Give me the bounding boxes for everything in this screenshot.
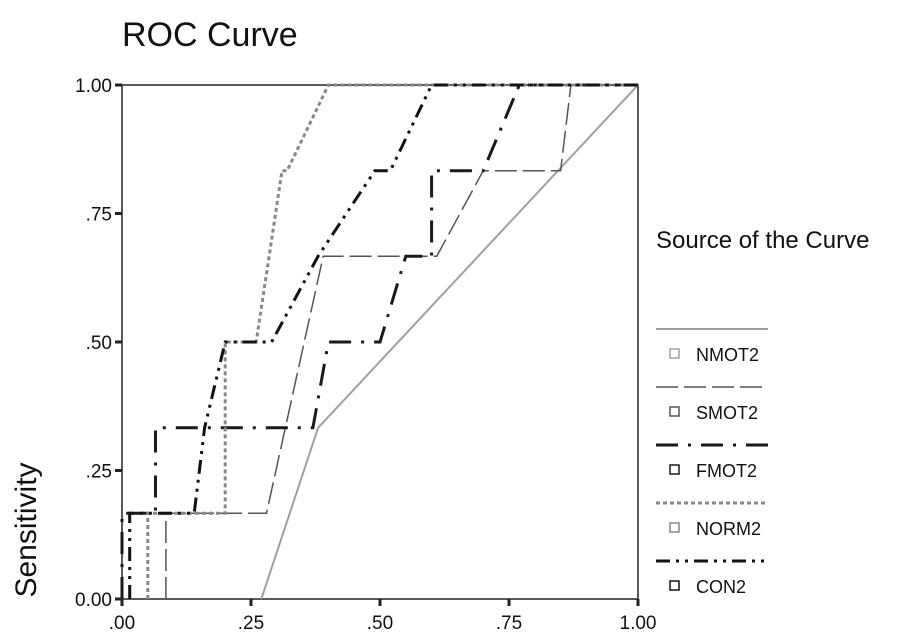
x-tick-label: .25 (238, 613, 264, 634)
series-line-nmot2 (260, 84, 639, 600)
legend-marker (669, 464, 680, 475)
series-line-norm2 (146, 83, 638, 599)
x-tick-label: .00 (109, 613, 135, 634)
legend-marker (669, 522, 680, 533)
series-line-smot2 (165, 84, 638, 599)
legend-label-con2: CON2 (696, 577, 746, 597)
legend-label-fmot2: FMOT2 (696, 461, 757, 481)
chart-title: ROC Curve (122, 16, 298, 54)
legend-title: Source of the Curve (656, 227, 869, 254)
legend-label-norm2: NORM2 (696, 519, 761, 539)
legend-label-nmot2: NMOT2 (696, 345, 759, 365)
x-tick-label: 1.00 (620, 613, 657, 634)
series-line-fmot2 (120, 83, 638, 599)
axes: .00 .25 .50 .75 1.00 0.00 .25 .50 .75 1.00 (75, 76, 656, 634)
y-axis-label: Sensitivity (10, 462, 43, 597)
series-line-con2 (128, 83, 638, 599)
x-tick-label: .50 (367, 613, 393, 634)
x-tick-label: .75 (496, 613, 522, 634)
y-tick-label: .75 (86, 205, 112, 226)
y-tick-label: .50 (86, 333, 112, 354)
legend-marker (669, 406, 680, 417)
y-tick-label: 1.00 (75, 76, 112, 97)
y-tick-label: 0.00 (75, 590, 112, 611)
legend-marker (669, 580, 680, 591)
plot-lines (120, 83, 639, 600)
y-tick-label: .25 (86, 462, 112, 483)
legend: NMOT2 SMOT2 FMOT2 NORM2 CON2 (656, 328, 768, 597)
legend-label-smot2: SMOT2 (696, 403, 758, 423)
legend-marker (669, 348, 680, 359)
